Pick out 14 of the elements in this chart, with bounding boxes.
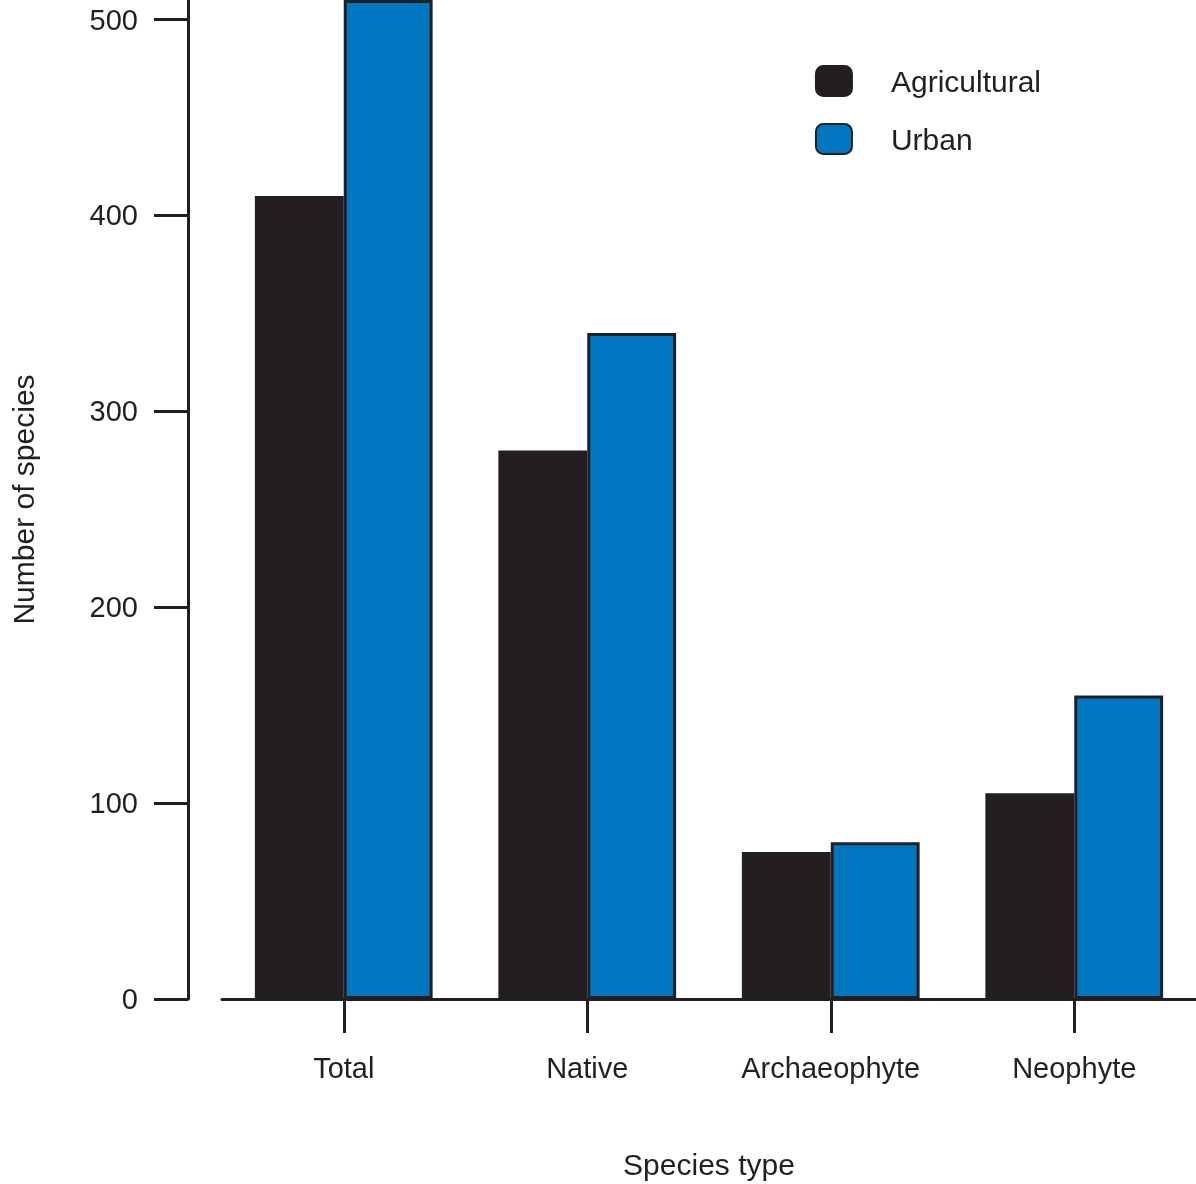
x-tick-label: Archaeophyte bbox=[741, 1051, 921, 1084]
x-tick-label: Native bbox=[546, 1051, 629, 1084]
legend-label: Agricultural bbox=[890, 64, 1041, 98]
y-tick-label: 100 bbox=[89, 787, 138, 820]
x-tick-label: Neophyte bbox=[1012, 1051, 1137, 1084]
y-tick-label: 0 bbox=[121, 983, 138, 1015]
y-tick-label: 200 bbox=[89, 591, 138, 624]
legend-label: Urban bbox=[890, 122, 973, 156]
y-tick-label: 300 bbox=[89, 395, 138, 428]
y-axis-title: Number of species bbox=[6, 374, 40, 625]
y-tick-label: 400 bbox=[89, 199, 138, 232]
x-axis-title: Species type bbox=[623, 1147, 795, 1181]
y-tick-label: 500 bbox=[89, 3, 138, 36]
x-tick-label: Total bbox=[313, 1051, 375, 1084]
